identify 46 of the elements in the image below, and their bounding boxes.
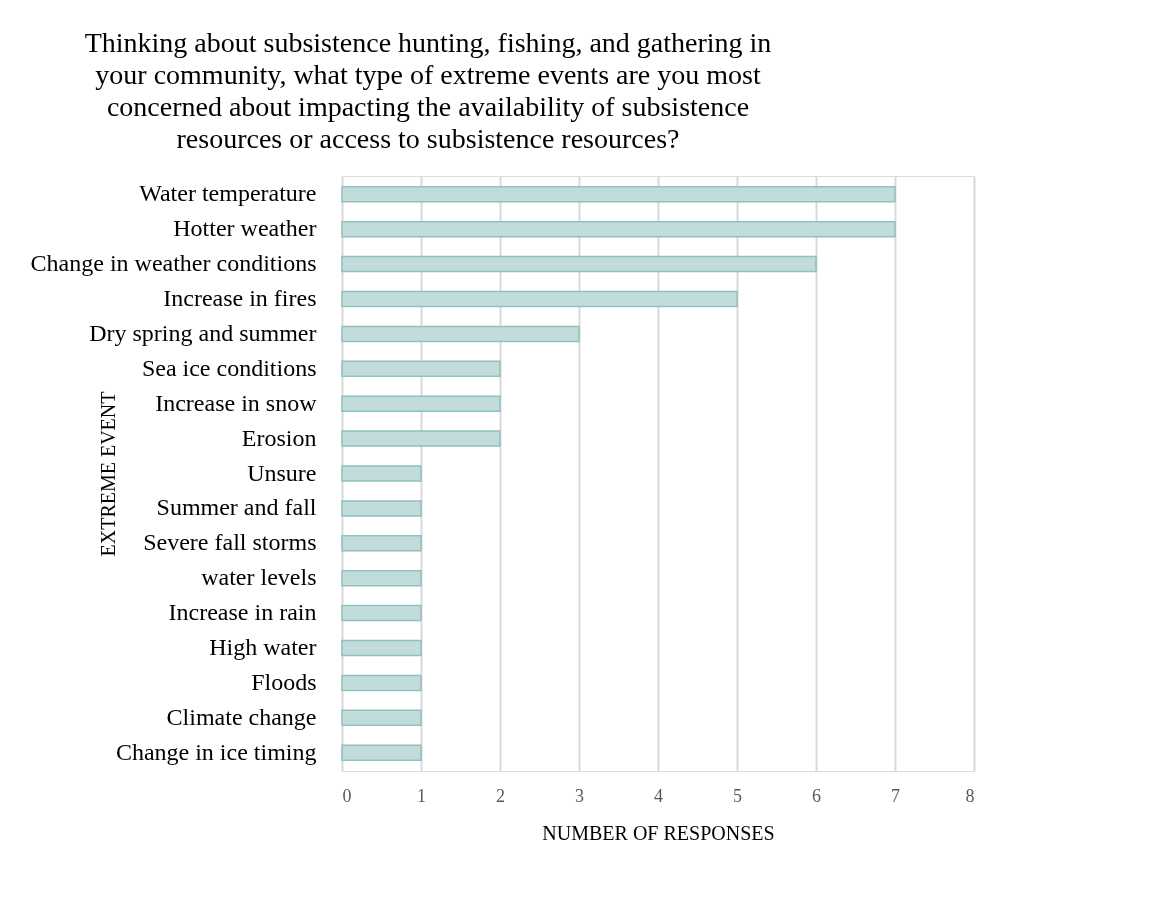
y-tick-label: water levels [201, 564, 317, 591]
y-tick-label: Water temperature [139, 180, 317, 207]
x-tick-label: 0 [342, 785, 352, 806]
y-tick-label: Change in weather conditions [30, 250, 317, 277]
bar [341, 674, 422, 692]
y-tick-label: Summer and fall [156, 494, 317, 521]
bar [341, 604, 422, 622]
y-tick-label: Climate change [166, 703, 317, 730]
bar [341, 709, 422, 727]
chart-title: Thinking about subsistence hunting, fishing, and gathering in your community, what type of extreme events are you most concerned about impacting the availability of subsistence resources or access to subsistence resources? [84, 27, 772, 154]
bar [341, 430, 501, 447]
bar [341, 744, 422, 761]
y-tick-label: Unsure [247, 459, 317, 486]
x-tick-label: 4 [654, 785, 663, 806]
x-tick-label: 3 [575, 785, 584, 806]
bar [341, 186, 896, 203]
y-tick-label: Sea ice conditions [141, 354, 317, 381]
x-tick-label: 8 [965, 785, 975, 806]
bar [341, 220, 896, 238]
bar [341, 639, 422, 657]
bar [341, 500, 422, 517]
y-tick-label: Increase in fires [163, 285, 317, 312]
x-tick-label: 2 [496, 785, 505, 806]
x-tick-label: 6 [812, 785, 821, 806]
x-axis-title: NUMBER OF RESPONSES [542, 821, 775, 844]
bar [341, 395, 501, 412]
y-tick-label: Severe fall storms [143, 529, 317, 556]
x-tick-label: 7 [891, 785, 900, 806]
y-tick-label: Increase in rain [168, 599, 317, 626]
bar [341, 465, 422, 482]
y-tick-label: High water [209, 633, 317, 660]
y-tick-label: Increase in snow [155, 389, 318, 416]
y-tick-label: Change in ice timing [115, 738, 317, 765]
bar [341, 255, 817, 273]
x-tick-label: 1 [417, 785, 426, 806]
y-tick-label: Erosion [241, 424, 317, 451]
y-axis-title: EXTREME EVENT [96, 391, 119, 557]
y-tick-label: Hotter weather [173, 215, 317, 242]
bar [341, 535, 422, 552]
bar [341, 290, 738, 308]
bar [341, 360, 501, 378]
bar [341, 325, 580, 343]
bar [341, 569, 422, 587]
y-tick-label: Dry spring and summer [89, 319, 317, 346]
y-tick-label: Floods [251, 668, 317, 695]
x-tick-label: 5 [733, 785, 742, 806]
